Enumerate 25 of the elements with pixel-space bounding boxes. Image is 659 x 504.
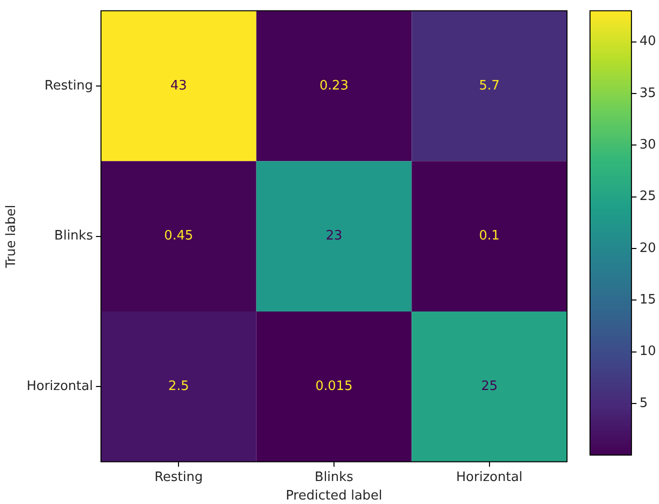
x-tick-label: Blinks [314, 470, 354, 485]
color-bar-label: 25 [639, 189, 656, 204]
data-label: 25 [481, 379, 498, 394]
data-label: 43 [170, 78, 187, 94]
data-label: 0.23 [320, 78, 348, 94]
color-bar-label: 10 [639, 344, 656, 360]
color-bar-label: 40 [639, 34, 656, 50]
data-label: 0.1 [478, 228, 500, 244]
color-bar-label: 15 [639, 292, 656, 308]
data-label: 5.7 [478, 78, 500, 94]
data-label: 0.015 [315, 379, 353, 394]
color-bar-label: 20 [639, 240, 656, 256]
x-axis-title: Predicted label [286, 488, 382, 504]
color-bar-label: 5 [639, 396, 648, 411]
y-tick-label: Blinks [54, 228, 94, 244]
x-tick-label: Horizontal [456, 470, 523, 485]
color-bar-label: 35 [639, 86, 656, 101]
color-bar-label: 30 [639, 138, 656, 153]
data-label: 0.45 [164, 228, 194, 244]
x-tick-label: Resting [154, 470, 203, 485]
data-label: 2.5 [168, 379, 189, 394]
data-label: 23 [326, 228, 342, 244]
y-tick-label: Resting [44, 78, 93, 94]
y-axis-title: True label [4, 204, 20, 269]
y-tick-label: Horizontal [26, 379, 93, 394]
